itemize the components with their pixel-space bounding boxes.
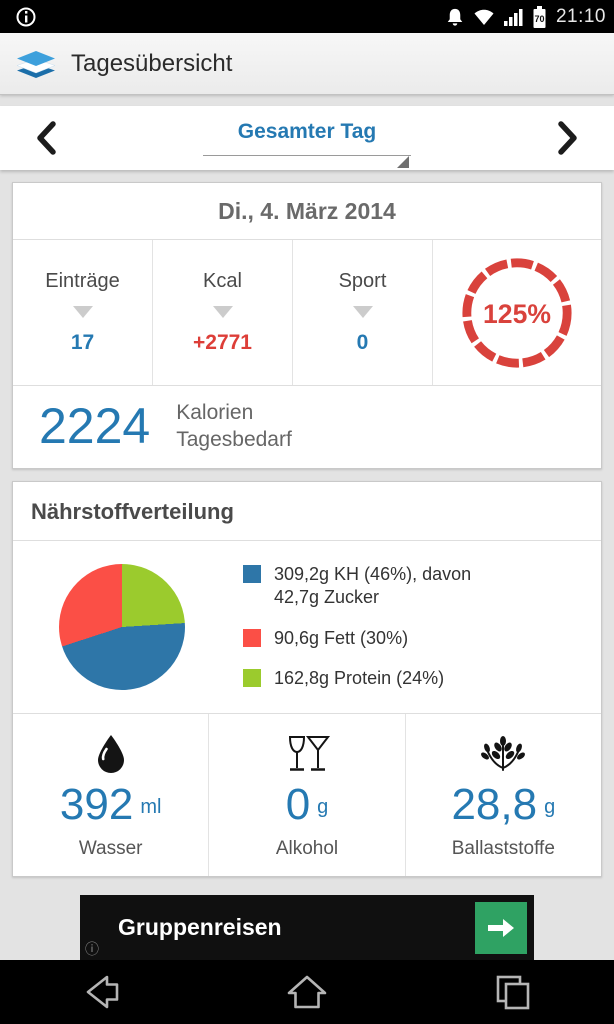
wifi-icon	[472, 7, 496, 27]
water-label: Wasser	[78, 837, 143, 859]
next-day-button[interactable]	[556, 120, 580, 156]
battery-icon: 70	[532, 5, 547, 29]
metrics-row: 392 ml Wasser 0 g Alkohol	[13, 713, 601, 876]
fiber-value: 28,8	[451, 779, 538, 829]
stat-label: Sport	[338, 270, 387, 292]
progress-percent: 125%	[483, 298, 551, 328]
stat-value: 17	[70, 331, 95, 354]
day-nav: Gesamter Tag	[0, 106, 614, 170]
stats-row: Einträge 17 Kcal +2771 Sport 0 125%	[13, 240, 601, 386]
fiber-grain-icon	[406, 732, 601, 776]
home-icon	[284, 970, 330, 1014]
dropdown-arrow-icon	[212, 306, 233, 318]
stat-label: Einträge	[45, 270, 120, 292]
prev-day-button[interactable]	[34, 120, 58, 156]
info-circle-icon	[15, 6, 37, 28]
ad-cta-button[interactable]	[475, 901, 527, 954]
nutrient-chart-row: 309,2g KH (46%), davon 42,7g Zucker 90,6…	[13, 541, 601, 714]
alcohol-glasses-icon	[209, 732, 404, 776]
range-selector-label: Gesamter Tag	[237, 120, 377, 143]
chevron-left-icon	[34, 120, 58, 156]
date-heading: Di., 4. März 2014	[13, 183, 601, 240]
book-logo-icon	[14, 44, 58, 84]
fiber-label: Ballaststoffe	[451, 837, 555, 859]
pie-legend: 309,2g KH (46%), davon 42,7g Zucker 90,6…	[243, 563, 493, 691]
legend-swatch-red	[243, 628, 261, 647]
stat-kcal[interactable]: Kcal +2771	[153, 240, 293, 385]
stat-label: Kcal	[203, 270, 242, 292]
legend-item-kh: 309,2g KH (46%), davon 42,7g Zucker	[243, 563, 493, 610]
legend-item-fett: 90,6g Fett (30%)	[243, 627, 493, 650]
stat-value: +2771	[193, 331, 252, 354]
home-button[interactable]	[284, 970, 330, 1014]
alcohol-label: Alkohol	[275, 837, 339, 859]
metric-water: 392 ml Wasser	[13, 713, 210, 876]
svg-text:70: 70	[534, 14, 544, 24]
status-bar-clock: 21:10	[555, 5, 606, 27]
dropdown-arrow-icon	[72, 306, 93, 318]
bell-icon	[445, 6, 465, 28]
fiber-unit: g	[544, 796, 556, 819]
pie-chart	[59, 563, 185, 690]
stat-sport[interactable]: Sport 0	[293, 240, 433, 385]
recents-icon	[489, 970, 535, 1014]
stat-entries[interactable]: Einträge 17	[13, 240, 153, 385]
ad-title: Gruppenreisen	[118, 914, 282, 941]
summary-card: Di., 4. März 2014 Einträge 17 Kcal +2771…	[12, 182, 602, 469]
legend-swatch-blue	[243, 565, 261, 583]
range-selector[interactable]: Gesamter Tag	[203, 120, 411, 168]
calorie-need-value: 2224	[39, 398, 151, 454]
water-drop-icon	[13, 732, 208, 776]
water-value: 392	[59, 779, 134, 829]
back-button[interactable]	[79, 970, 125, 1014]
nutrients-card: Nährstoffverteilung 309,2g KH (46%), dav…	[12, 481, 602, 877]
status-bar: 70 21:10	[0, 0, 614, 33]
calorie-progress-ring: 125%	[433, 240, 601, 385]
alcohol-unit: g	[317, 796, 329, 819]
alcohol-value: 0	[285, 779, 311, 829]
water-unit: ml	[140, 796, 162, 819]
dropdown-arrow-icon	[352, 306, 373, 318]
ad-banner[interactable]: Gruppenreisen ⓘ	[80, 894, 534, 961]
back-icon	[79, 970, 125, 1014]
legend-swatch-green	[243, 669, 261, 688]
recents-button[interactable]	[489, 970, 535, 1014]
page-title: Tagesübersicht	[71, 49, 233, 77]
ad-info-icon[interactable]: ⓘ	[85, 940, 99, 957]
signal-icon	[503, 7, 525, 27]
calorie-need-label: Kalorien Tagesbedarf	[176, 400, 292, 451]
nutrients-title: Nährstoffverteilung	[13, 482, 601, 541]
arrow-right-icon	[486, 916, 516, 940]
stat-value: 0	[356, 331, 369, 354]
legend-item-protein: 162,8g Protein (24%)	[243, 667, 493, 690]
metric-alcohol: 0 g Alkohol	[209, 713, 406, 876]
metric-fiber: 28,8 g Ballaststoffe	[406, 714, 601, 876]
chevron-right-icon	[556, 120, 580, 156]
app-bar: Tagesübersicht	[0, 33, 614, 95]
android-nav-bar	[0, 960, 614, 1024]
calorie-need-row: 2224 Kalorien Tagesbedarf	[13, 386, 601, 468]
